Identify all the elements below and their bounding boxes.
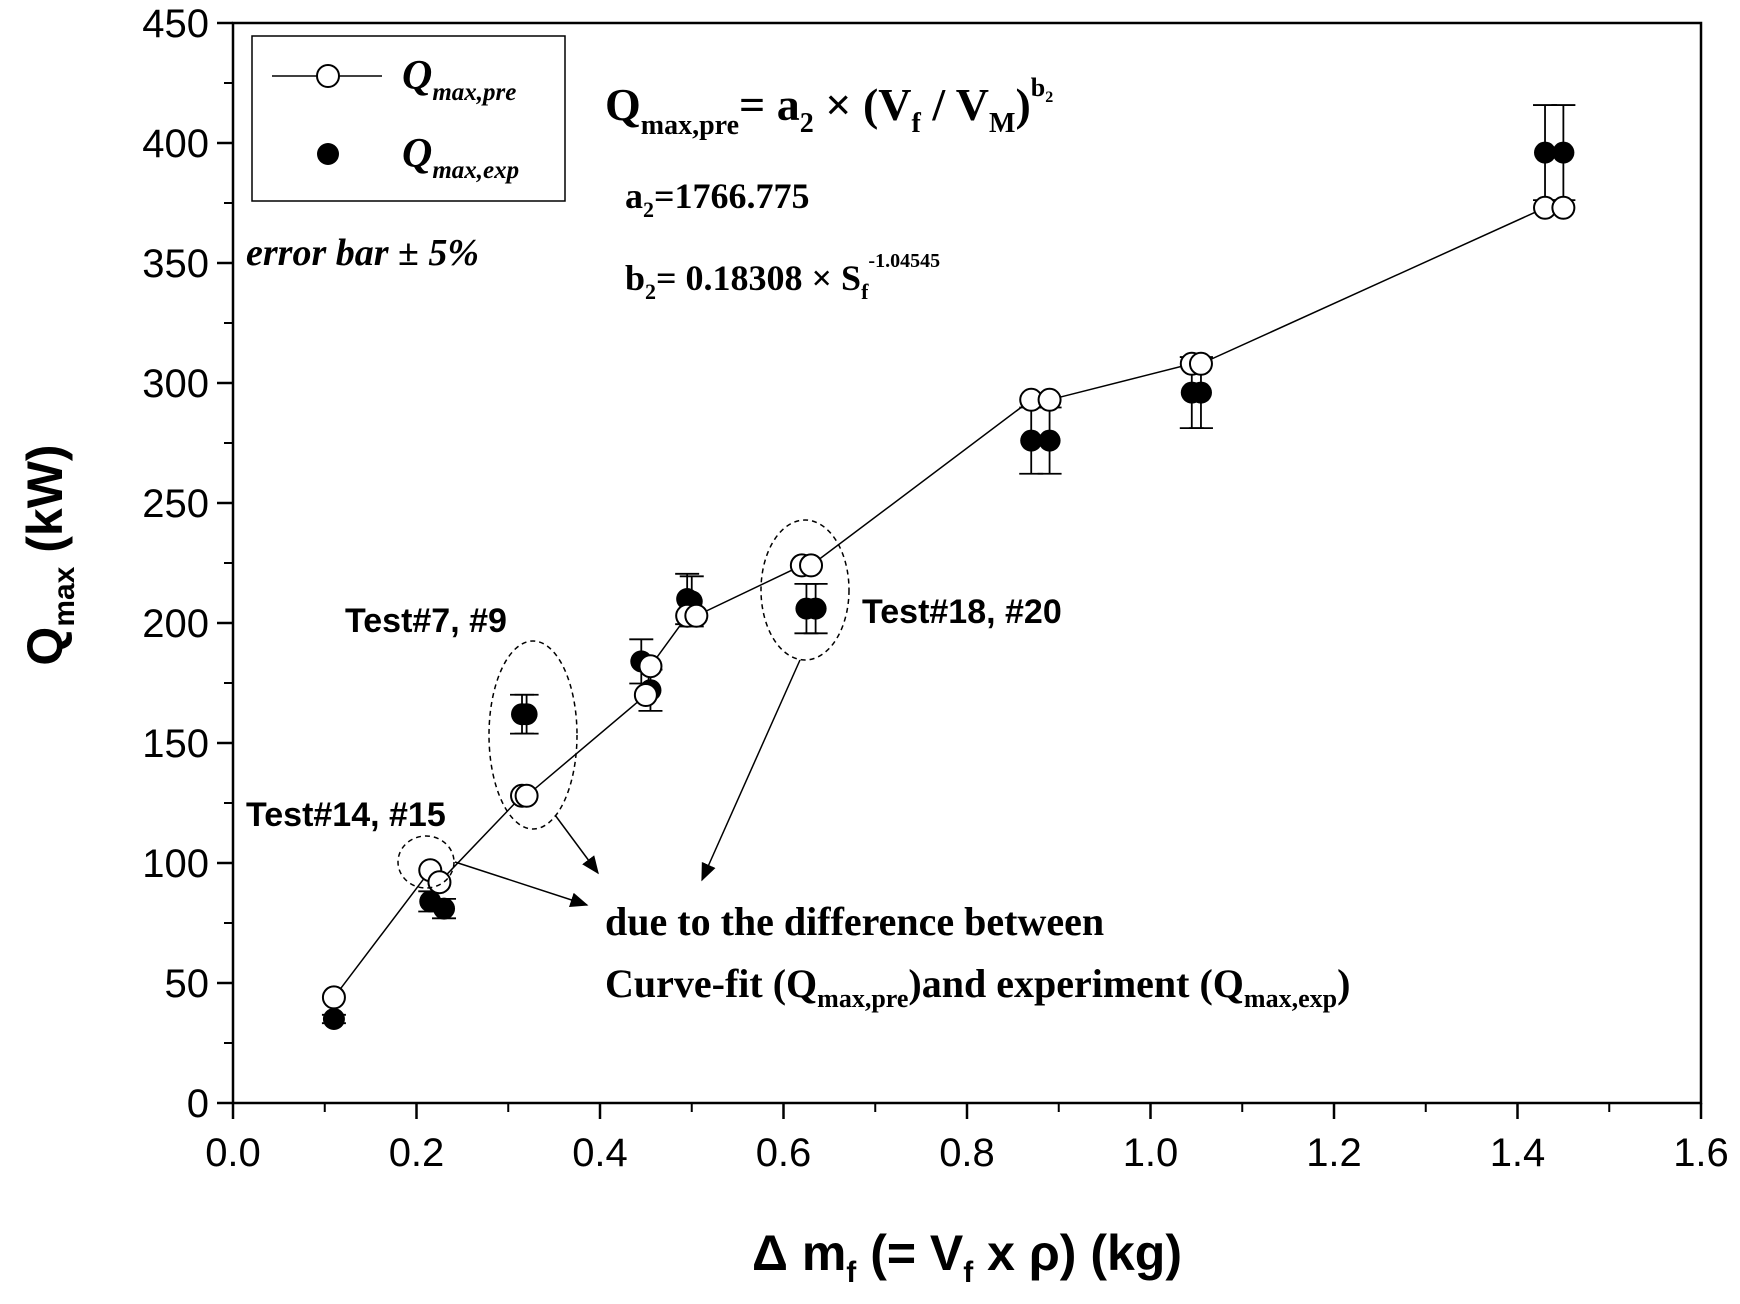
qmax-pre-point bbox=[514, 783, 539, 808]
legend: Qmax,pre Qmax,exp bbox=[251, 35, 566, 202]
y-tick-label: 350 bbox=[142, 242, 209, 286]
qmax-exp-point bbox=[322, 1008, 345, 1030]
y-tick-label: 100 bbox=[142, 842, 209, 886]
svg-text:Qmax,exp: Qmax,exp bbox=[402, 131, 519, 184]
arrow-test-18-20 bbox=[701, 659, 801, 882]
qmax-exp-point bbox=[804, 597, 827, 620]
qmax-pre-point bbox=[638, 654, 663, 679]
legend-marker-filled-circle bbox=[317, 143, 339, 165]
note-line-2: Curve-fit (Qmax,pre)and experiment (Qmax… bbox=[605, 961, 1350, 1013]
x-axis-title: Δ mf (= Vf x ρ) (kg) bbox=[752, 1225, 1182, 1289]
y-tick-label: 250 bbox=[142, 482, 209, 526]
qmax-exp-point bbox=[1038, 429, 1061, 452]
svg-text:Qmax,pre: Qmax,pre bbox=[402, 53, 516, 106]
legend-label-pre-sub: max,pre bbox=[432, 79, 516, 106]
y-tick-label: 450 bbox=[142, 2, 209, 46]
equation-text: Qmax,pre= a2 × (Vf / VM)b2 bbox=[605, 73, 1053, 141]
a2-text: a2=1766.775 bbox=[625, 176, 810, 222]
qmax-exp-point bbox=[433, 897, 456, 920]
qmax-exp-point bbox=[515, 703, 538, 726]
x-tick-label: 1.2 bbox=[1306, 1131, 1362, 1175]
qmax-pre-point bbox=[1551, 195, 1576, 220]
y-tick-label: 50 bbox=[165, 962, 210, 1006]
legend-label-exp: Q bbox=[402, 131, 432, 177]
legend-label-pre: Q bbox=[402, 53, 432, 99]
y-axis-title: Qmax (kW) bbox=[17, 444, 81, 665]
qmax-pre-point bbox=[633, 683, 658, 707]
highlight-ellipse-test-7-9 bbox=[488, 640, 578, 830]
y-tick-label: 300 bbox=[142, 362, 209, 406]
x-axis-ticks: 0.0 0.2 0.4 0.6 0.8 1.0 1.2 1.4 1.6 bbox=[205, 1103, 1729, 1175]
y-tick-label: 400 bbox=[142, 122, 209, 166]
legend-marker-open-circle bbox=[316, 64, 340, 88]
highlight-ellipse-test-18-20 bbox=[760, 519, 850, 661]
label-test-14-15: Test#14, #15 bbox=[246, 796, 446, 834]
qmax-exp-point bbox=[1189, 381, 1212, 404]
x-tick-label: 0.2 bbox=[389, 1131, 445, 1175]
series-points-qmax-pre bbox=[321, 195, 1576, 1010]
qmax-exp-point bbox=[1534, 141, 1557, 164]
y-tick-label: 0 bbox=[187, 1082, 209, 1126]
x-tick-label: 0.6 bbox=[756, 1131, 812, 1175]
qmax-pre-point bbox=[684, 603, 709, 628]
series-points-qmax-exp bbox=[322, 141, 1575, 1030]
arrow-test-7-9 bbox=[554, 814, 599, 875]
qmax-pre-point bbox=[799, 553, 824, 578]
label-test-7-9: Test#7, #9 bbox=[345, 602, 507, 640]
x-tick-label: 0.4 bbox=[572, 1131, 628, 1175]
x-tick-label: 1.6 bbox=[1673, 1131, 1729, 1175]
qmax-exp-point bbox=[1020, 429, 1043, 452]
legend-label-exp-sub: max,exp bbox=[432, 157, 519, 184]
qmax-pre-point bbox=[1037, 387, 1062, 412]
arrow-test-14-15 bbox=[454, 861, 589, 908]
qmax-pre-point bbox=[321, 985, 346, 1010]
qmax-pre-point bbox=[1188, 351, 1213, 376]
label-test-18-20: Test#18, #20 bbox=[862, 593, 1062, 631]
highlight-ellipse-test-14-15 bbox=[397, 835, 455, 889]
x-tick-label: 1.4 bbox=[1490, 1131, 1546, 1175]
note-line-1: due to the difference between bbox=[605, 899, 1104, 944]
error-bar-note: error bar ± 5% bbox=[246, 232, 479, 274]
y-tick-label: 150 bbox=[142, 722, 209, 766]
y-axis-ticks: 0 50 100 150 200 250 300 350 400 450 bbox=[142, 2, 233, 1126]
qmax-exp-point bbox=[1552, 141, 1575, 164]
y-tick-label: 200 bbox=[142, 602, 209, 646]
qmax-pre-point bbox=[427, 870, 452, 895]
b2-text: b2= 0.18308 × Sf-1.04545 bbox=[625, 250, 940, 304]
x-tick-label: 0.8 bbox=[939, 1131, 995, 1175]
x-tick-label: 0.0 bbox=[205, 1131, 261, 1175]
x-tick-label: 1.0 bbox=[1123, 1131, 1179, 1175]
